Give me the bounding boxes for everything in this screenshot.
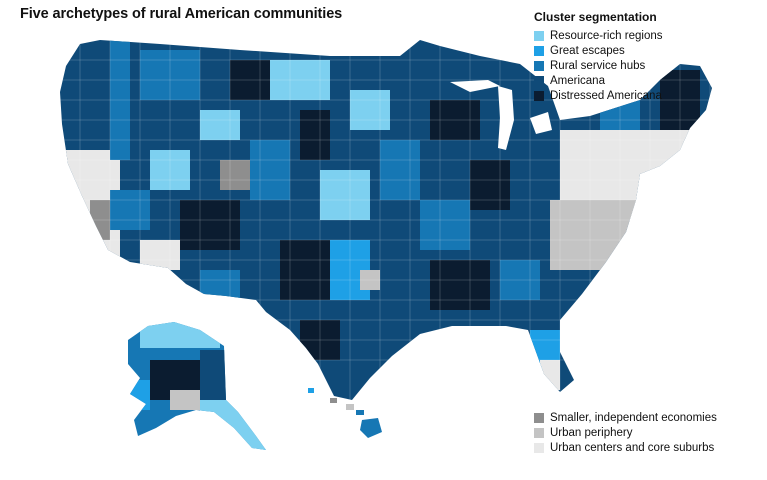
legend-label: Smaller, independent economies <box>550 411 717 424</box>
other-legend: Smaller, independent economies Urban peri… <box>534 410 717 455</box>
legend-label: Rural service hubs <box>550 59 646 72</box>
legend-label: Urban periphery <box>550 426 633 439</box>
legend-heading: Cluster segmentation <box>534 10 657 24</box>
legend-label: Great escapes <box>550 44 625 57</box>
legend-swatch <box>534 442 544 453</box>
legend-swatch <box>534 427 544 438</box>
legend-swatch <box>534 45 544 56</box>
legend-label: Americana <box>550 74 605 87</box>
legend-swatch <box>534 30 544 41</box>
legend-item: Rural service hubs <box>534 58 663 73</box>
lake-huron <box>530 112 552 134</box>
lake-michigan <box>498 86 514 150</box>
legend-label: Resource-rich regions <box>550 29 663 42</box>
cluster-legend: Cluster segmentation Resource-rich regio… <box>534 10 663 103</box>
legend-item: Urban periphery <box>534 425 717 440</box>
legend-item: Resource-rich regions <box>534 28 663 43</box>
alaska-region <box>128 322 266 450</box>
legend-item: Americana <box>534 73 663 88</box>
hawaii-region <box>308 388 382 438</box>
legend-label: Urban centers and core suburbs <box>550 441 715 454</box>
legend-item: Smaller, independent economies <box>534 410 717 425</box>
legend-swatch <box>534 412 544 423</box>
legend-label: Distressed Americana <box>550 89 662 102</box>
legend-item: Urban centers and core suburbs <box>534 440 717 455</box>
map-title: Five archetypes of rural American commun… <box>20 6 343 22</box>
legend-swatch <box>534 90 544 101</box>
legend-swatch <box>534 75 544 86</box>
legend-item: Great escapes <box>534 43 663 58</box>
lake-superior <box>450 80 500 92</box>
legend-swatch <box>534 60 544 71</box>
legend-item: Distressed Americana <box>534 88 663 103</box>
